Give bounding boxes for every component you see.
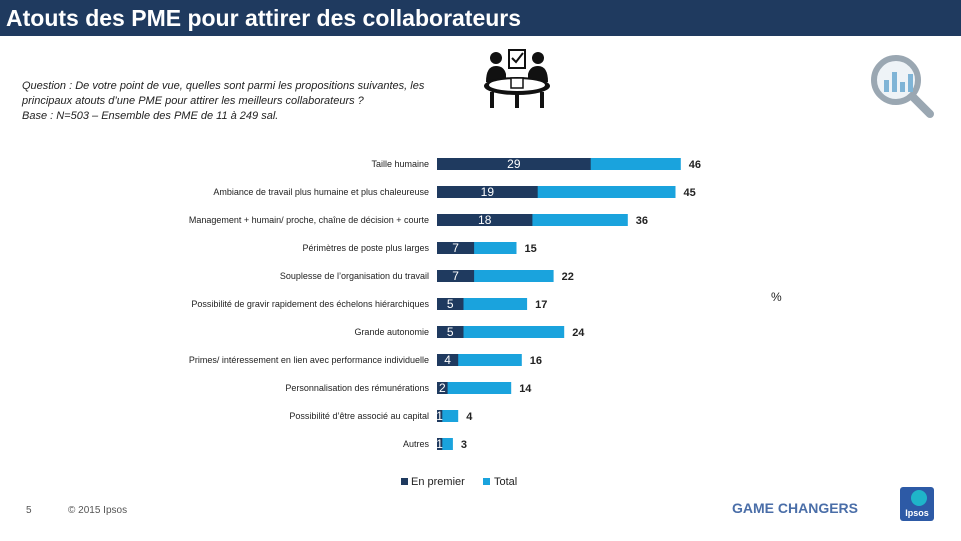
ipsos-logo-text: Ipsos bbox=[905, 508, 929, 518]
category-label: Management + humain/ proche, chaîne de d… bbox=[189, 215, 429, 225]
copyright: © 2015 Ipsos bbox=[68, 505, 128, 516]
legend-label-total: Total bbox=[494, 476, 517, 488]
page-number: 5 bbox=[26, 505, 32, 516]
unit-label: % bbox=[771, 290, 782, 304]
base-line: Base : N=503 – Ensemble des PME de 11 à … bbox=[22, 110, 279, 122]
data-label-en-premier: 1 bbox=[436, 409, 443, 423]
bar-en-premier bbox=[437, 158, 591, 170]
magnifier-chart-icon bbox=[871, 55, 934, 118]
data-label-total: 17 bbox=[535, 299, 547, 311]
bar-en-premier bbox=[437, 298, 464, 310]
question-line-2: principaux atouts d’une PME pour attirer… bbox=[22, 95, 364, 107]
bar-total bbox=[437, 326, 565, 338]
category-label: Périmètres de poste plus larges bbox=[302, 243, 429, 253]
category-label: Grande autonomie bbox=[354, 327, 429, 337]
category-label: Taille humaine bbox=[371, 159, 429, 169]
data-label-total: 3 bbox=[461, 439, 467, 451]
data-label-en-premier: 2 bbox=[439, 381, 446, 395]
bar-en-premier bbox=[437, 326, 464, 338]
meeting-table-icon bbox=[484, 49, 550, 108]
data-label-total: 22 bbox=[562, 271, 574, 283]
data-label-total: 24 bbox=[572, 327, 585, 339]
data-label-en-premier: 4 bbox=[444, 353, 451, 367]
category-label: Ambiance de travail plus humaine et plus… bbox=[213, 187, 429, 197]
data-label-total: 14 bbox=[519, 383, 532, 395]
category-label: Souplesse de l’organisation du travail bbox=[280, 271, 429, 281]
bar-en-premier bbox=[437, 186, 538, 198]
data-label-total: 15 bbox=[525, 243, 537, 255]
game-changers-tagline: GAME CHANGERS bbox=[732, 500, 859, 516]
data-label-en-premier: 7 bbox=[452, 241, 459, 255]
bar-en-premier bbox=[437, 214, 533, 226]
category-label: Personnalisation des rémunérations bbox=[285, 383, 429, 393]
bar-chart: Taille humaine 29 46 Ambiance de travail pl… bbox=[189, 157, 701, 488]
ipsos-logo-mark bbox=[911, 490, 927, 506]
data-label-en-premier: 5 bbox=[447, 325, 454, 339]
bar-en-premier bbox=[437, 270, 475, 282]
question-block: Question : De votre point de vue, quelle… bbox=[22, 79, 482, 124]
category-label: Primes/ intéressement en lien avec perfo… bbox=[189, 355, 429, 365]
bar-total bbox=[437, 382, 512, 394]
legend-swatch-en-premier bbox=[401, 478, 408, 485]
data-label-en-premier: 7 bbox=[452, 269, 459, 283]
page-title: Atouts des PME pour attirer des collabor… bbox=[6, 5, 522, 31]
category-label: Possibilité d’être associé au capital bbox=[289, 411, 429, 421]
data-label-en-premier: 19 bbox=[481, 185, 495, 199]
data-label-total: 36 bbox=[636, 215, 648, 227]
category-label: Autres bbox=[403, 439, 430, 449]
data-label-total: 4 bbox=[466, 411, 473, 423]
legend-swatch-total bbox=[483, 478, 490, 485]
ipsos-logo: Ipsos bbox=[900, 487, 934, 521]
legend-label-en-premier: En premier bbox=[411, 476, 465, 488]
bar-en-premier bbox=[437, 242, 475, 254]
bar-en-premier bbox=[437, 410, 443, 422]
category-label: Possibilité de gravir rapidement des éch… bbox=[191, 299, 429, 309]
question-line-1: Question : De votre point de vue, quelle… bbox=[22, 80, 425, 92]
data-label-total: 45 bbox=[684, 187, 696, 199]
data-label-en-premier: 18 bbox=[478, 213, 492, 227]
bar-en-premier bbox=[437, 382, 448, 394]
data-label-en-premier: 29 bbox=[507, 157, 521, 171]
data-label-total: 16 bbox=[530, 355, 542, 367]
bar-en-premier bbox=[437, 438, 443, 450]
data-label-en-premier: 5 bbox=[447, 297, 454, 311]
bar-en-premier bbox=[437, 354, 459, 366]
title-bar: Atouts des PME pour attirer des collabor… bbox=[0, 0, 961, 36]
data-label-total: 46 bbox=[689, 159, 701, 171]
data-label-en-premier: 1 bbox=[436, 437, 443, 451]
